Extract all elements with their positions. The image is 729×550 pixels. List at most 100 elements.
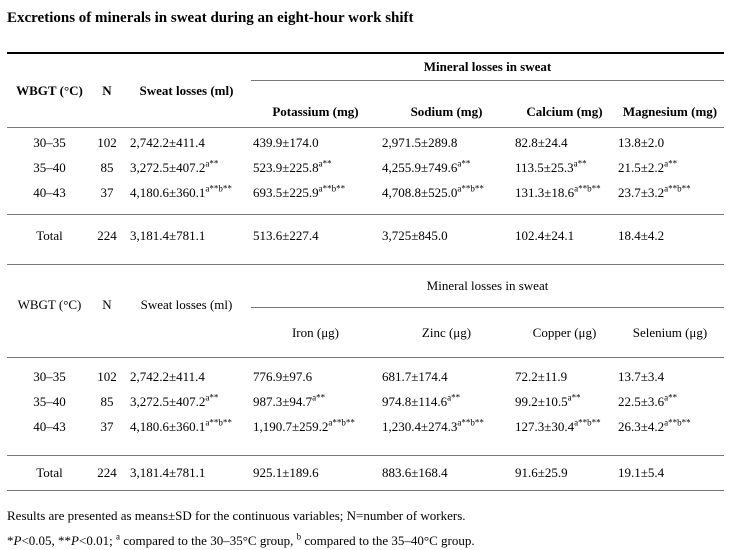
cell-iron: 925.1±189.6 bbox=[253, 465, 319, 480]
value: 3,272.5±407.2 bbox=[130, 394, 206, 409]
p-value-italic: P bbox=[13, 533, 22, 548]
significance-marker: a** bbox=[318, 158, 332, 169]
cell-n: 37 bbox=[100, 185, 114, 200]
cell-total-label: Total bbox=[36, 465, 63, 480]
cell-n: 37 bbox=[100, 419, 114, 434]
cell-magnesium: 21.5±2.2a** bbox=[616, 155, 724, 180]
value: 4,180.6±360.1 bbox=[130, 419, 206, 434]
cell-iron: 1,190.7±259.2a**b** bbox=[251, 414, 380, 456]
col-header-selenium: Selenium (μg) bbox=[632, 324, 708, 340]
cell-magnesium: 23.7±3.2a**b** bbox=[616, 180, 724, 215]
cell-potassium: 513.6±227.4 bbox=[253, 228, 319, 243]
text-segment: compared to the 30–35°C group, bbox=[119, 533, 297, 548]
cell-total-label: Total bbox=[36, 228, 63, 243]
significance-marker: a** bbox=[567, 392, 581, 403]
value: 523.9±225.8 bbox=[253, 160, 319, 175]
value: 4,708.8±525.0 bbox=[382, 185, 458, 200]
cell-n: 102 bbox=[97, 135, 117, 150]
footnote-marker-a: a bbox=[115, 531, 120, 542]
text-segment: <0.05, ** bbox=[21, 533, 72, 548]
cell-potassium: 523.9±225.8a** bbox=[251, 155, 380, 180]
value: 22.5±3.6 bbox=[618, 394, 665, 409]
cell-sweat-losses: 2,742.2±411.4 bbox=[122, 358, 251, 390]
header-row-minerals: Iron (μg) Zinc (μg) Copper (μg) Selenium… bbox=[7, 308, 724, 358]
table-row: 40–43 37 4,180.6±360.1 a**b** 693.5±225.9… bbox=[7, 180, 724, 215]
table-row: 30–35 102 2,742.2±411.4 439.9±174.0 2,97… bbox=[7, 128, 724, 156]
cell-copper: 72.2±11.9 bbox=[513, 358, 616, 390]
cell-selenium: 26.3±4.2a**b** bbox=[616, 414, 724, 456]
cell-sweat-losses: 3,181.4±781.1 bbox=[130, 228, 206, 243]
value: 13.8±2.0 bbox=[618, 135, 665, 150]
value: 681.7±174.4 bbox=[382, 369, 448, 384]
cell-sweat-losses: 3,181.4±781.1 bbox=[130, 465, 206, 480]
cell-sweat-losses: 3,272.5±407.2a** bbox=[122, 389, 251, 414]
significance-marker: a**b** bbox=[328, 417, 355, 428]
cell-copper: 91.6±25.9 bbox=[515, 465, 568, 480]
significance-marker: a** bbox=[312, 392, 326, 403]
cell-sweat-losses: 3,272.5±407.2a** bbox=[122, 155, 251, 180]
footnote-definitions: Results are presented as means±SD for th… bbox=[7, 508, 466, 523]
col-header-sodium: Sodium (mg) bbox=[410, 104, 483, 119]
group-header-mineral-losses: Mineral losses in sweat bbox=[251, 53, 724, 81]
col-header-potassium: Potassium (mg) bbox=[272, 104, 359, 119]
significance-marker: a**b** bbox=[664, 417, 691, 428]
col-header-iron: Iron (μg) bbox=[291, 324, 340, 340]
value: 1,230.4±274.3 bbox=[382, 419, 458, 434]
cell-wbgt: 40–43 bbox=[33, 419, 66, 434]
significance-marker: a**b** bbox=[574, 183, 601, 194]
value: 4,180.6±360.1 bbox=[130, 185, 206, 200]
col-header-sweat-losses: Sweat losses (ml) bbox=[140, 297, 233, 312]
col-header-copper: Copper (μg) bbox=[532, 324, 597, 340]
value: 2,971.5±289.8 bbox=[382, 135, 458, 150]
significance-marker: a**b** bbox=[318, 183, 346, 194]
cell-potassium: 693.5±225.9a**b** bbox=[251, 180, 380, 215]
value: 72.2±11.9 bbox=[515, 369, 568, 384]
footnote-marker-b: b bbox=[296, 531, 302, 542]
cell-zinc: 883.6±168.4 bbox=[382, 465, 448, 480]
cell-n: 85 bbox=[100, 160, 114, 175]
value: 4,255.9±749.6 bbox=[382, 160, 458, 175]
value: 26.3±4.2 bbox=[618, 419, 665, 434]
value: 131.3±18.6 bbox=[515, 185, 575, 200]
cell-sodium: 4,708.8±525.0a**b** bbox=[380, 180, 513, 215]
cell-copper: 99.2±10.5a** bbox=[513, 389, 616, 414]
cell-selenium: 22.5±3.6a** bbox=[616, 389, 724, 414]
cell-wbgt: 40–43 bbox=[33, 185, 66, 200]
cell-n: 224 bbox=[97, 465, 117, 480]
cell-magnesium: 13.8±2.0 bbox=[616, 128, 724, 156]
cell-copper: 127.3±30.4a**b** bbox=[513, 414, 616, 456]
cell-calcium: 102.4±24.1 bbox=[515, 228, 575, 243]
cell-magnesium: 18.4±4.2 bbox=[618, 228, 665, 243]
table-row: 40–43 37 4,180.6±360.1a**b** 1,190.7±259… bbox=[7, 414, 724, 456]
significance-marker: a** bbox=[573, 158, 587, 169]
value: 82.8±24.4 bbox=[515, 135, 568, 150]
col-header-n: N bbox=[102, 82, 112, 98]
value: 693.5±225.9 bbox=[253, 185, 319, 200]
significance-marker: a**b** bbox=[205, 417, 232, 428]
cell-zinc: 681.7±174.4 bbox=[380, 358, 513, 390]
value: 23.7±3.2 bbox=[618, 185, 665, 200]
significance-marker: a** bbox=[664, 158, 678, 169]
table-row: 35–40 85 3,272.5±407.2a** 987.3±94.7a** … bbox=[7, 389, 724, 414]
cell-wbgt: 30–35 bbox=[33, 369, 66, 384]
value: 2,742.2±411.4 bbox=[130, 135, 205, 150]
text-segment: <0.01; bbox=[79, 533, 116, 548]
p-value-italic: P bbox=[71, 533, 79, 548]
cell-iron: 987.3±94.7a** bbox=[251, 389, 380, 414]
significance-marker: a** bbox=[205, 392, 219, 403]
significance-marker: a**b** bbox=[664, 183, 691, 194]
value: 1,190.7±259.2 bbox=[253, 419, 329, 434]
cell-n: 102 bbox=[97, 369, 117, 384]
col-header-magnesium: Magnesium (mg) bbox=[622, 104, 718, 119]
col-header-n: N bbox=[102, 297, 112, 312]
cell-wbgt: 30–35 bbox=[33, 135, 66, 150]
value: 974.8±114.6 bbox=[382, 394, 448, 409]
value: 2,742.2±411.4 bbox=[130, 369, 205, 384]
cell-sodium: 2,971.5±289.8 bbox=[380, 128, 513, 156]
header-row-group: WBGT (°C) N Sweat losses (ml) Mineral lo… bbox=[7, 265, 724, 312]
significance-marker: a** bbox=[447, 392, 461, 403]
cell-calcium: 113.5±25.3a** bbox=[513, 155, 616, 180]
cell-wbgt: 35–40 bbox=[33, 160, 66, 175]
value: 113.5±25.3 bbox=[515, 160, 574, 175]
